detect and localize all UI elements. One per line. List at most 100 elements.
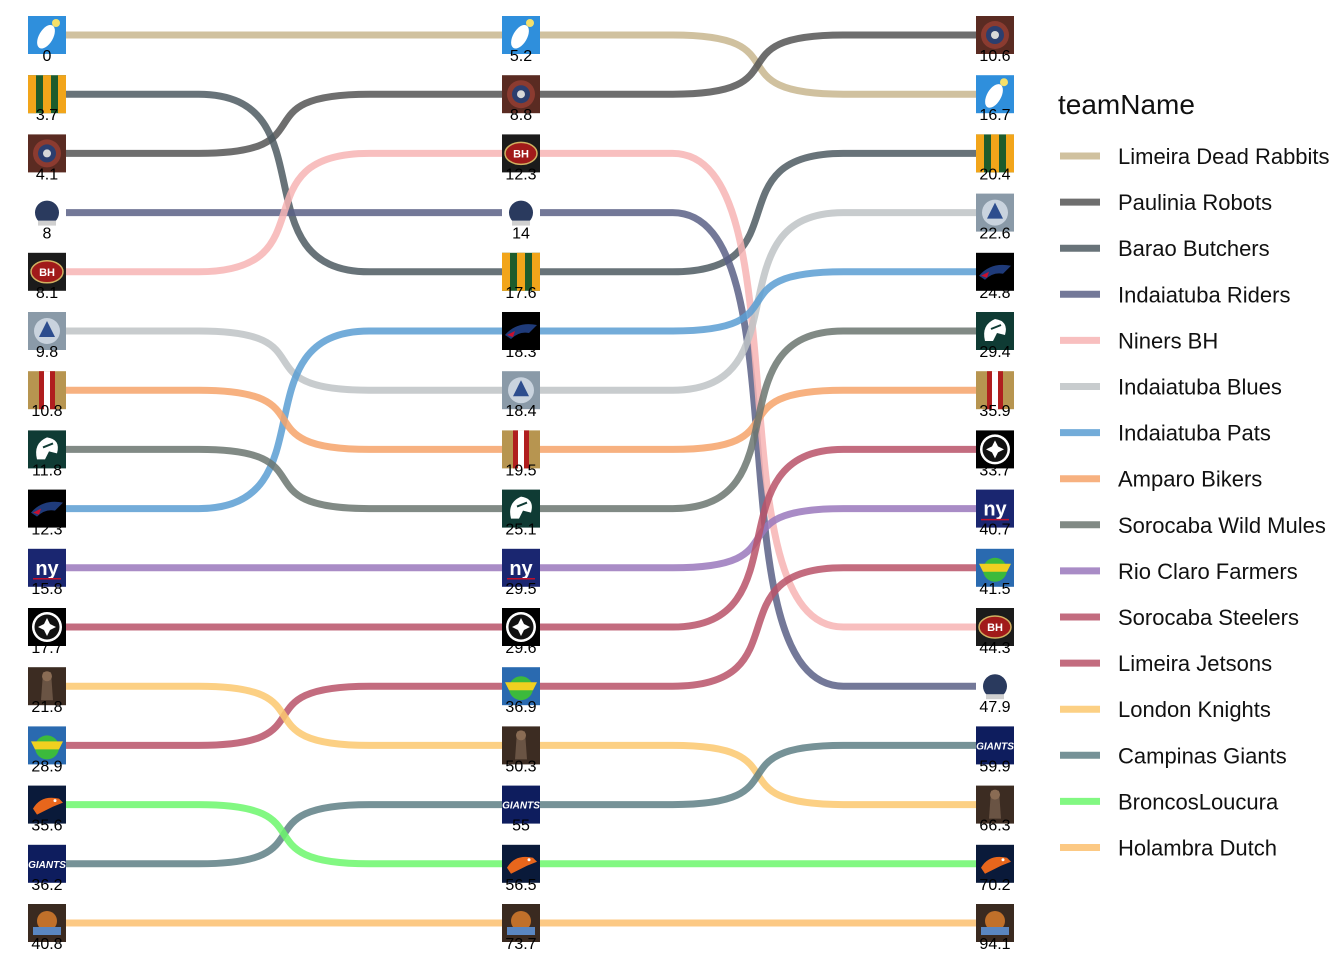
series-line bbox=[43, 209, 999, 690]
value-label: 36.2 bbox=[31, 877, 62, 894]
blues-team-icon bbox=[976, 193, 1014, 232]
jetsons-team-icon bbox=[28, 726, 66, 765]
legend-item: Niners BH bbox=[1060, 328, 1218, 353]
butchers-team-icon bbox=[502, 252, 540, 291]
legend-label: Indaiatuba Riders bbox=[1118, 282, 1290, 307]
value-label: 33.7 bbox=[979, 462, 1010, 479]
knights-team-icon bbox=[976, 785, 1014, 824]
value-label: 0 bbox=[43, 48, 52, 65]
value-label: 29.5 bbox=[505, 581, 536, 598]
value-label: 29.4 bbox=[979, 344, 1010, 361]
legend-item: Barao Butchers bbox=[1060, 236, 1270, 261]
giants-team-icon: GIANTS bbox=[976, 726, 1014, 765]
legend-label: Campinas Giants bbox=[1118, 743, 1287, 768]
series-line bbox=[43, 209, 999, 394]
bikers-team-icon bbox=[28, 371, 66, 410]
bikers-team-icon bbox=[976, 371, 1014, 410]
bh-team-icon: BH bbox=[976, 608, 1014, 646]
value-label: 40.8 bbox=[31, 936, 62, 953]
legend-item: BroncosLoucura bbox=[1060, 789, 1279, 814]
value-label: 21.8 bbox=[31, 699, 62, 716]
value-label: 14 bbox=[512, 226, 530, 243]
value-label: 50.3 bbox=[505, 758, 536, 775]
series-line bbox=[43, 564, 999, 749]
value-label: 29.6 bbox=[505, 640, 536, 657]
jetsons-team-icon bbox=[502, 667, 540, 706]
legend-label: Paulinia Robots bbox=[1118, 190, 1272, 215]
legend-item: Campinas Giants bbox=[1060, 743, 1287, 768]
value-label: 25.1 bbox=[505, 522, 536, 539]
legend-item: Limeira Jetsons bbox=[1060, 651, 1272, 676]
series-line bbox=[43, 505, 999, 572]
feather-team-icon bbox=[976, 75, 1014, 114]
legend-label: Barao Butchers bbox=[1118, 236, 1270, 261]
mules-team-icon bbox=[28, 430, 66, 469]
riders-team-icon bbox=[28, 193, 66, 232]
bikers-team-icon bbox=[502, 430, 540, 469]
legend-item: Amparo Bikers bbox=[1060, 467, 1262, 492]
broncos-team-icon bbox=[502, 844, 540, 883]
legend: teamName Limeira Dead Rabbits Paulinia Ro… bbox=[1058, 89, 1330, 861]
robot-team-icon bbox=[976, 16, 1014, 54]
pats-team-icon bbox=[502, 312, 540, 350]
value-label: 15.8 bbox=[31, 581, 62, 598]
value-label: 10.6 bbox=[979, 48, 1010, 65]
value-label: 70.2 bbox=[979, 877, 1010, 894]
robot-team-icon bbox=[28, 134, 66, 173]
pats-team-icon bbox=[28, 489, 66, 528]
svg-text:ny: ny bbox=[509, 558, 533, 580]
pats-team-icon bbox=[976, 252, 1014, 291]
legend-item: Indaiatuba Pats bbox=[1060, 421, 1271, 446]
value-labels: 0 5.2 16.7 4.1 8.8 10.6 3.7 17.6 20.4 8 14 47.9 8.1 1… bbox=[31, 48, 1010, 953]
riders-team-icon bbox=[976, 667, 1014, 706]
value-label: 16.7 bbox=[979, 107, 1010, 124]
legend-label: Niners BH bbox=[1118, 328, 1218, 353]
value-label: 17.7 bbox=[31, 640, 62, 657]
value-label: 22.6 bbox=[979, 226, 1010, 243]
ny-team-icon: ny bbox=[28, 548, 66, 587]
value-label: 66.3 bbox=[979, 818, 1010, 835]
bh-team-icon: BH bbox=[28, 252, 66, 291]
legend-label: Rio Claro Farmers bbox=[1118, 559, 1298, 584]
value-label: 19.5 bbox=[505, 462, 536, 479]
series-line bbox=[43, 327, 999, 513]
value-label: 47.9 bbox=[979, 699, 1010, 716]
svg-text:BH: BH bbox=[513, 148, 529, 160]
series-line bbox=[43, 149, 999, 631]
legend-label: Indaiatuba Blues bbox=[1118, 375, 1282, 400]
legend-item: Holambra Dutch bbox=[1060, 836, 1277, 861]
legend-item: Sorocaba Steelers bbox=[1060, 605, 1299, 630]
svg-text:GIANTS: GIANTS bbox=[502, 801, 540, 812]
value-label: 56.5 bbox=[505, 877, 536, 894]
dutch-team-icon bbox=[976, 904, 1014, 942]
value-label: 24.8 bbox=[979, 285, 1010, 302]
value-label: 18.4 bbox=[505, 403, 536, 420]
feather-team-icon bbox=[28, 16, 66, 54]
broncos-team-icon bbox=[976, 844, 1014, 883]
broncos-team-icon bbox=[28, 785, 66, 824]
svg-text:ny: ny bbox=[35, 558, 59, 580]
blues-team-icon bbox=[502, 371, 540, 410]
legend-item: Paulinia Robots bbox=[1060, 190, 1272, 215]
knights-team-icon bbox=[28, 667, 66, 706]
legend-item: London Knights bbox=[1060, 697, 1271, 722]
giants-team-icon: GIANTS bbox=[28, 844, 66, 883]
value-label: 44.3 bbox=[979, 640, 1010, 657]
value-label: 28.9 bbox=[31, 758, 62, 775]
legend-label: Holambra Dutch bbox=[1118, 836, 1277, 861]
legend-item: Sorocaba Wild Mules bbox=[1060, 513, 1326, 538]
feather-team-icon bbox=[502, 16, 540, 54]
value-label: 8.1 bbox=[36, 285, 58, 302]
series-line bbox=[43, 268, 999, 513]
legend-item: Indaiatuba Blues bbox=[1060, 375, 1282, 400]
legend-label: Amparo Bikers bbox=[1118, 467, 1262, 492]
dutch-team-icon bbox=[28, 904, 66, 942]
riders-team-icon bbox=[502, 193, 540, 232]
legend-title: teamName bbox=[1058, 89, 1195, 120]
robot-team-icon bbox=[502, 75, 540, 114]
svg-text:GIANTS: GIANTS bbox=[28, 860, 66, 871]
value-label: 36.9 bbox=[505, 699, 536, 716]
team-icons: BH BH BH ny ny ny GIANTS GIANTS GIANTS bbox=[28, 16, 1014, 942]
